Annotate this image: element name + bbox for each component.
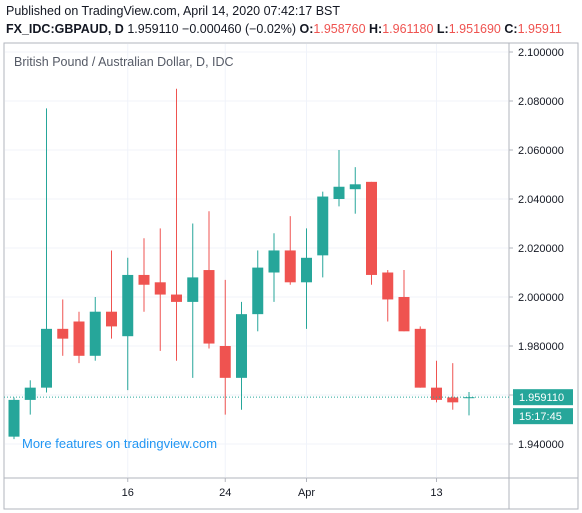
candle-body <box>382 272 394 300</box>
last-price: 1.959110 <box>127 22 179 36</box>
price-tick-label: 2.020000 <box>518 243 564 255</box>
time-tick-label: 24 <box>219 487 231 499</box>
close-label: C: <box>504 22 518 36</box>
symbol-ohlc-line: FX_IDC:GBPAUD, D 1.959110 −0.000460 (−0.… <box>6 22 562 36</box>
candle-body <box>138 274 150 285</box>
time-tick-label: 16 <box>122 487 134 499</box>
chart-frame <box>3 42 579 510</box>
last-price-tag-value: 1.959110 <box>519 392 564 404</box>
published-caption: Published on TradingView.com, April 14, … <box>6 4 341 18</box>
candle-body <box>366 181 377 275</box>
candle-body <box>89 311 101 356</box>
candle-body <box>8 399 20 437</box>
candles <box>8 88 475 440</box>
candle-body <box>203 270 215 344</box>
change-value: −0.000460 (−0.02%) <box>182 22 297 36</box>
candle-body <box>252 267 264 315</box>
time-tick-label: 13 <box>430 487 442 499</box>
last-price-tag-box <box>513 389 573 406</box>
candle-body <box>73 321 85 356</box>
price-tick-label: 1.940000 <box>518 439 564 451</box>
low-value: 1.951690 <box>448 22 501 36</box>
candle-body <box>24 387 36 400</box>
candle-body <box>106 311 117 327</box>
candle-body <box>154 282 166 295</box>
countdown-tag-value: 15:17:45 <box>519 411 562 423</box>
candle-body <box>463 397 475 399</box>
symbol-label: FX_IDC:GBPAUD, D <box>6 22 124 36</box>
candle-body <box>219 346 231 378</box>
grid <box>5 44 508 477</box>
open-label: O: <box>299 22 314 36</box>
price-tick-label: 2.080000 <box>518 96 564 108</box>
candle-body <box>414 328 426 388</box>
price-tick-label: 2.060000 <box>518 145 564 157</box>
candle-body <box>171 294 182 302</box>
last-price-tag: 1.959110 15:17:45 <box>513 389 573 425</box>
candle-body <box>284 250 296 283</box>
price-tick-label: 2.100000 <box>518 47 564 59</box>
chart-title: British Pound / Australian Dollar, D, ID… <box>14 55 234 69</box>
candle-body <box>187 277 199 302</box>
price-tick-label: 1.980000 <box>518 341 564 353</box>
candle-body <box>431 387 442 400</box>
price-tick-label: 2.040000 <box>518 194 564 206</box>
high-label: H: <box>369 22 383 36</box>
candle-body <box>57 328 69 339</box>
time-tick-label: Apr <box>298 487 315 499</box>
price-tick-label: 2.000000 <box>518 292 564 304</box>
candle-body <box>349 184 361 190</box>
candle-body <box>447 397 459 403</box>
candle-body <box>268 250 280 273</box>
countdown-tag-box <box>513 408 573 425</box>
candle-body <box>317 196 329 256</box>
low-label: L: <box>436 22 449 36</box>
time-axis-ticks: 16 24 Apr 13 <box>122 478 443 499</box>
candle-body <box>122 274 134 337</box>
close-value: 1.95911 <box>517 22 562 36</box>
candle-body <box>41 328 52 388</box>
promo-link[interactable]: More features on tradingview.com <box>22 436 217 451</box>
candle-body <box>236 314 247 378</box>
high-value: 1.961180 <box>382 22 434 36</box>
candle-body <box>333 186 345 199</box>
candle-body <box>398 297 410 332</box>
open-value: 1.958760 <box>313 22 366 36</box>
candle-body <box>301 257 312 283</box>
